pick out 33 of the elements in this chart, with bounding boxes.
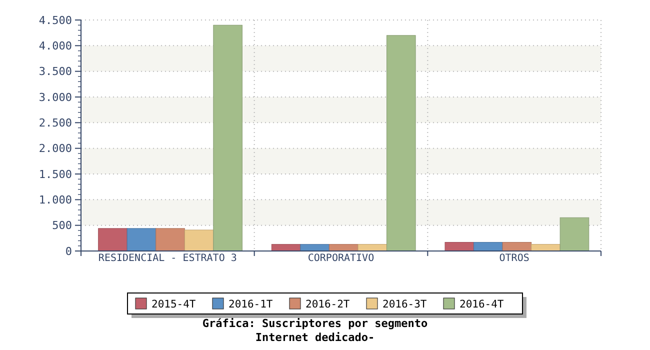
- bar: [300, 244, 330, 252]
- y-tick-label: 500: [52, 219, 72, 232]
- x-tick-label: CORPORATIVO: [308, 253, 374, 264]
- y-tick-label: 2.500: [38, 116, 72, 130]
- x-tick-label: RESIDENCIAL - ESTRATO 3: [98, 253, 237, 264]
- y-tick-label: 4.500: [38, 14, 72, 27]
- bar: [98, 228, 128, 252]
- legend-label: 2015-4T: [152, 298, 196, 311]
- bar: [531, 244, 560, 252]
- y-tick-label: 3.000: [38, 90, 72, 104]
- bar: [474, 242, 503, 252]
- bar: [444, 242, 474, 252]
- text: Gráfica: Suscriptores por segmento: [202, 317, 428, 330]
- bar: [126, 228, 156, 252]
- bar: [386, 35, 416, 252]
- bar: [560, 217, 590, 252]
- legend-label: 2016-3T: [382, 298, 428, 311]
- y-tick-label: 1.000: [38, 194, 72, 207]
- bar: [156, 228, 185, 252]
- text: Internet dedicado-: [255, 331, 375, 344]
- bar: [358, 244, 388, 252]
- legend-label: 2016-1T: [228, 298, 274, 311]
- x-tick-label: OTROS: [499, 253, 530, 264]
- bar: [184, 230, 214, 252]
- legend-label: 2016-4T: [460, 298, 504, 311]
- bar: [502, 242, 532, 252]
- y-tick-label: 3.500: [38, 65, 72, 78]
- bar: [213, 24, 242, 252]
- y-tick-label: 4.000: [38, 40, 72, 53]
- legend-label: 2016-2T: [306, 298, 350, 311]
- y-tick-label: 0: [65, 244, 72, 258]
- y-tick-label: 1.500: [38, 168, 72, 181]
- y-tick-label: 2.000: [38, 142, 72, 156]
